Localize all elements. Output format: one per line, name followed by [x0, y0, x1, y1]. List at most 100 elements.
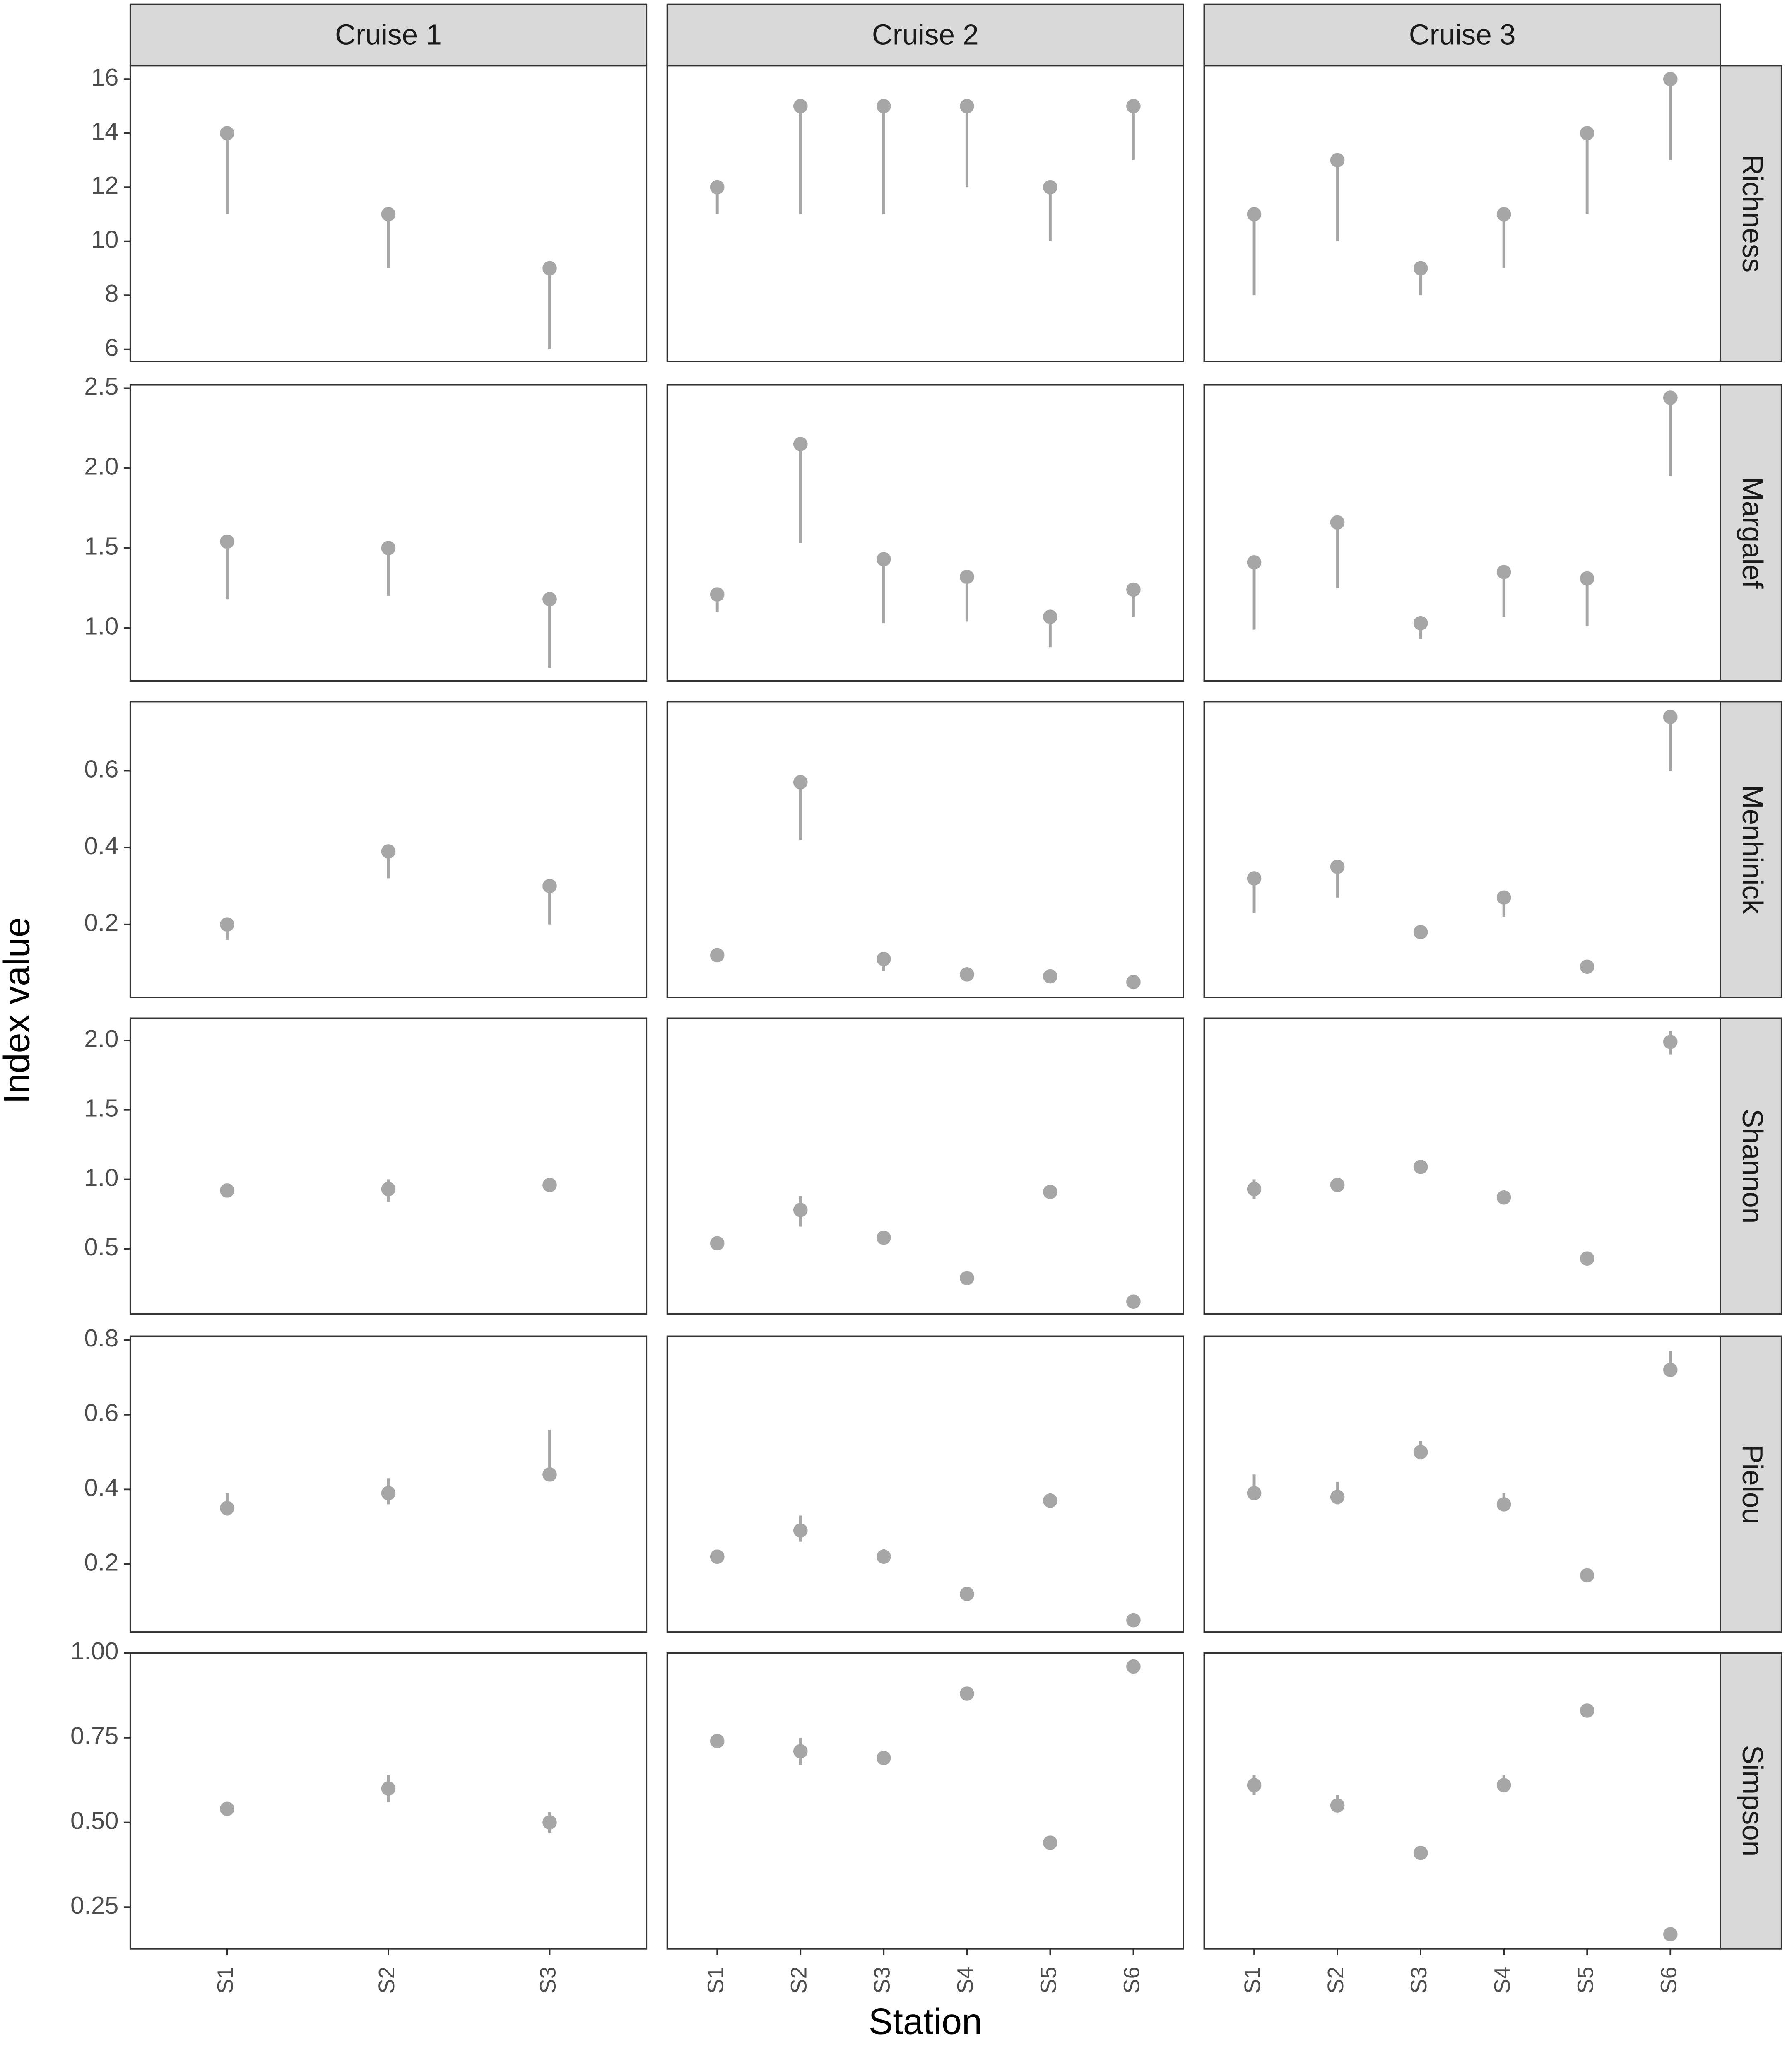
- y-tick-label: 1.0: [84, 1163, 118, 1191]
- point: [793, 99, 808, 113]
- point: [710, 1549, 725, 1564]
- point: [1413, 925, 1428, 939]
- panel: [666, 384, 1184, 682]
- point: [1413, 261, 1428, 276]
- strip: [1719, 65, 1782, 362]
- x-tick-label: S5: [1573, 1967, 1598, 1994]
- x-tick-label: S1: [1240, 1967, 1265, 1994]
- point: [1496, 890, 1511, 905]
- point: [1126, 1659, 1141, 1674]
- y-tick-label: 0.6: [84, 755, 118, 783]
- y-tick-label: 2.5: [84, 372, 118, 400]
- y-tick-label: 0.75: [70, 1722, 118, 1750]
- y-axis-title: Index value: [0, 917, 37, 1104]
- point: [876, 1751, 891, 1765]
- point: [793, 1744, 808, 1758]
- x-tick-label: S3: [870, 1967, 894, 1994]
- point: [876, 99, 891, 113]
- point: [1247, 1486, 1262, 1500]
- point: [1043, 180, 1057, 195]
- point: [1126, 582, 1141, 597]
- point: [1580, 571, 1594, 586]
- x-tick-label: S1: [214, 1967, 238, 1994]
- point: [1663, 1363, 1678, 1377]
- y-tick-label: 6: [105, 333, 118, 361]
- y-tick-label: 8: [105, 279, 118, 307]
- panel: [666, 65, 1184, 362]
- point: [1043, 1185, 1057, 1199]
- point: [1043, 609, 1057, 624]
- point: [960, 1587, 974, 1601]
- point: [220, 917, 234, 932]
- panel: [1203, 701, 1721, 998]
- point: [542, 1815, 557, 1830]
- point: [1496, 207, 1511, 222]
- y-tick-label: 1.00: [70, 1637, 118, 1665]
- point: [793, 1523, 808, 1538]
- point: [960, 1271, 974, 1286]
- strip-label: Shannon: [1737, 1109, 1769, 1223]
- point: [710, 587, 725, 602]
- point: [876, 1549, 891, 1564]
- y-tick-label: 0.50: [70, 1806, 118, 1834]
- point: [1663, 72, 1678, 87]
- strip: [1203, 3, 1721, 67]
- point: [1413, 1160, 1428, 1174]
- point: [876, 1231, 891, 1245]
- point: [542, 1178, 557, 1192]
- point: [710, 1734, 725, 1748]
- point: [381, 1486, 396, 1500]
- y-tick-label: 0.4: [84, 832, 118, 860]
- point: [1496, 1778, 1511, 1792]
- point: [1580, 1251, 1594, 1266]
- point: [381, 844, 396, 859]
- point: [1126, 975, 1141, 990]
- y-tick-label: 0.25: [70, 1891, 118, 1919]
- point: [793, 775, 808, 790]
- strip: [1719, 1652, 1782, 1950]
- x-tick-label: S2: [1324, 1967, 1348, 1994]
- panel: [1203, 65, 1721, 362]
- x-tick-label: S5: [1037, 1967, 1061, 1994]
- panel: [129, 701, 648, 998]
- point: [1663, 1927, 1678, 1941]
- strip-label: Richness: [1737, 154, 1769, 272]
- point: [1126, 1294, 1141, 1309]
- y-tick-label: 0.8: [84, 1324, 118, 1352]
- point: [220, 534, 234, 549]
- point: [220, 1501, 234, 1515]
- point: [1247, 871, 1262, 886]
- point: [381, 541, 396, 555]
- point: [1247, 1778, 1262, 1792]
- x-tick-label: S3: [1407, 1967, 1431, 1994]
- point: [1043, 1493, 1057, 1508]
- point: [710, 948, 725, 963]
- strip: [1719, 1335, 1782, 1633]
- point: [1413, 616, 1428, 631]
- point: [960, 967, 974, 982]
- y-tick-label: 2.0: [84, 452, 118, 480]
- point: [1247, 1182, 1262, 1197]
- strip: [1719, 384, 1782, 682]
- point: [542, 879, 557, 893]
- point: [710, 180, 725, 195]
- point: [1330, 1490, 1345, 1504]
- x-tick-label: S4: [953, 1967, 978, 1994]
- y-tick-label: 0.2: [84, 909, 118, 937]
- point: [1580, 1568, 1594, 1583]
- point: [1663, 710, 1678, 724]
- x-tick-label: S3: [536, 1967, 561, 1994]
- strip-label: Margalef: [1737, 477, 1769, 589]
- point: [1580, 1703, 1594, 1718]
- point: [542, 1467, 557, 1482]
- strip-label: Cruise 3: [1409, 19, 1516, 51]
- panel: [1203, 1335, 1721, 1633]
- point: [1330, 153, 1345, 168]
- strip: [129, 3, 648, 67]
- panel: [666, 1652, 1184, 1950]
- point: [876, 951, 891, 966]
- point: [1330, 1798, 1345, 1813]
- point: [1580, 959, 1594, 974]
- point: [960, 569, 974, 584]
